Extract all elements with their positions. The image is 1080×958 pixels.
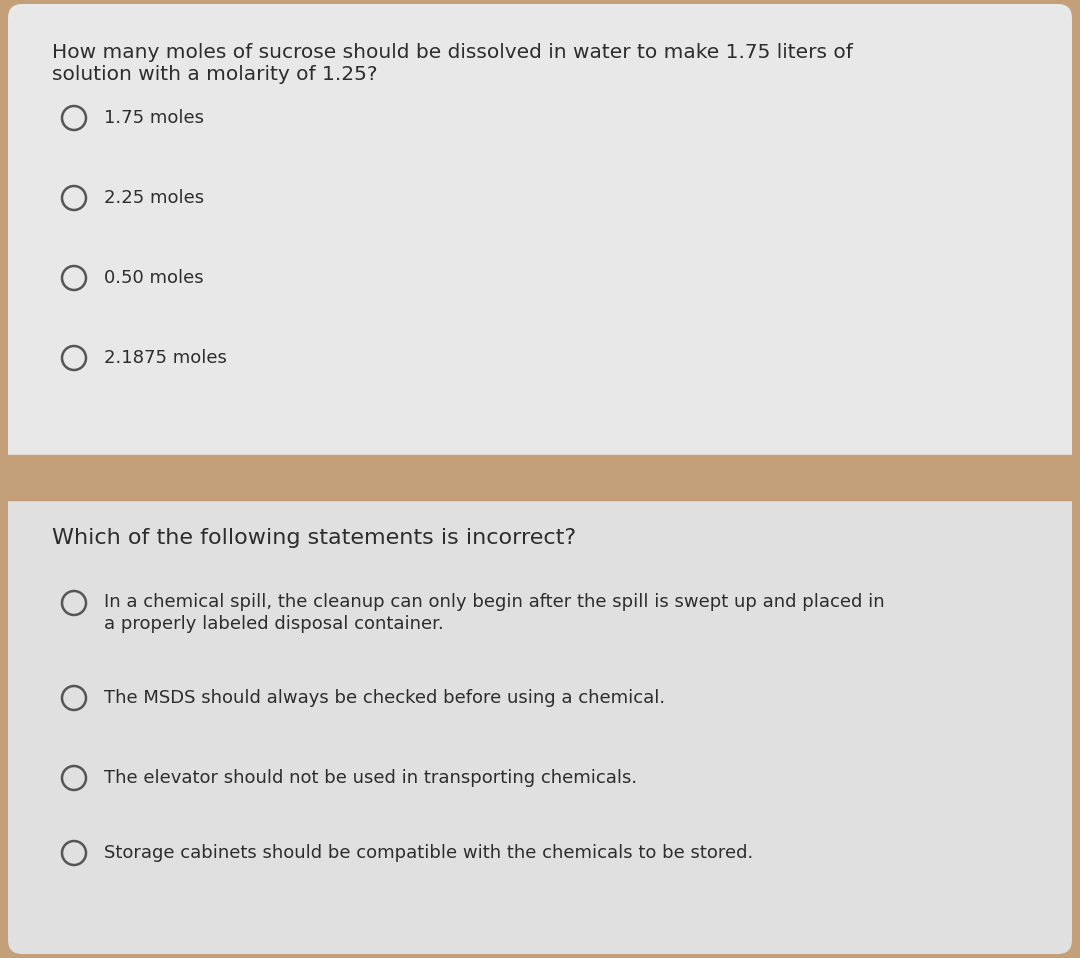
Text: 2.25 moles: 2.25 moles bbox=[104, 189, 204, 207]
FancyBboxPatch shape bbox=[8, 486, 1072, 954]
Text: 1.75 moles: 1.75 moles bbox=[104, 109, 204, 127]
FancyBboxPatch shape bbox=[8, 4, 1072, 469]
Text: Storage cabinets should be compatible with the chemicals to be stored.: Storage cabinets should be compatible wi… bbox=[104, 844, 753, 862]
Text: Which of the following statements is incorrect?: Which of the following statements is inc… bbox=[52, 528, 576, 548]
Text: 2.1875 moles: 2.1875 moles bbox=[104, 349, 227, 367]
Text: How many moles of sucrose should be dissolved in water to make 1.75 liters of: How many moles of sucrose should be diss… bbox=[52, 43, 853, 62]
Text: 0.50 moles: 0.50 moles bbox=[104, 269, 204, 287]
Text: The MSDS should always be checked before using a chemical.: The MSDS should always be checked before… bbox=[104, 689, 665, 707]
Text: The elevator should not be used in transporting chemicals.: The elevator should not be used in trans… bbox=[104, 769, 637, 787]
Text: In a chemical spill, the cleanup can only begin after the spill is swept up and : In a chemical spill, the cleanup can onl… bbox=[104, 593, 885, 611]
Text: a properly labeled disposal container.: a properly labeled disposal container. bbox=[104, 615, 444, 633]
Text: solution with a molarity of 1.25?: solution with a molarity of 1.25? bbox=[52, 65, 378, 84]
